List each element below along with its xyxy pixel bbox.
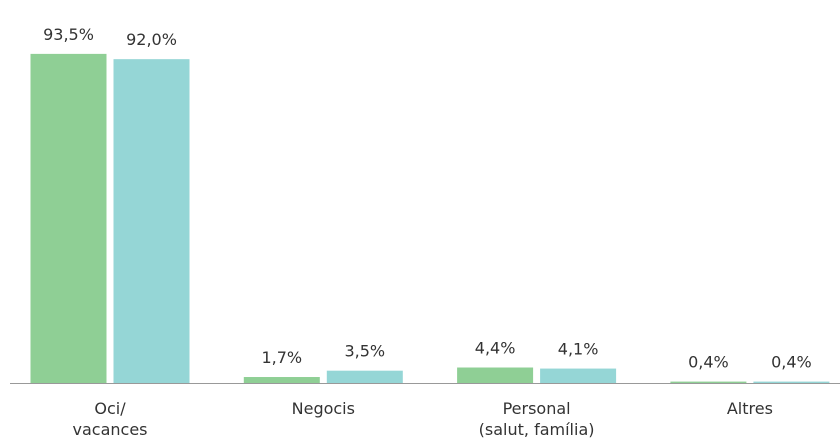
x-tick-label: Oci/vacances bbox=[73, 399, 148, 439]
x-tick-label: Negocis bbox=[292, 399, 355, 418]
bar bbox=[540, 368, 617, 383]
bar bbox=[243, 377, 320, 383]
x-tick-line: vacances bbox=[73, 420, 148, 439]
value-label: 0,4% bbox=[771, 353, 812, 372]
bar bbox=[753, 381, 830, 383]
bar bbox=[113, 59, 190, 383]
value-label: 4,1% bbox=[558, 340, 599, 359]
bar bbox=[670, 381, 747, 383]
value-label: 3,5% bbox=[344, 342, 385, 361]
bar bbox=[326, 370, 403, 383]
value-label: 0,4% bbox=[688, 353, 729, 372]
bar bbox=[457, 367, 534, 383]
x-tick-line: Oci/ bbox=[94, 399, 126, 418]
x-tick-label: Personal (salut, família) bbox=[479, 399, 595, 439]
x-tick-line: Personal bbox=[503, 399, 571, 418]
x-tick-line: Altres bbox=[727, 399, 773, 418]
bar bbox=[30, 53, 107, 383]
x-tick-line: (salut, família) bbox=[479, 420, 595, 439]
value-label: 4,4% bbox=[475, 339, 516, 358]
value-label: 1,7% bbox=[261, 348, 302, 367]
value-label: 92,0% bbox=[126, 30, 177, 49]
x-tick-line: Negocis bbox=[292, 399, 355, 418]
value-label: 93,5% bbox=[43, 25, 94, 44]
x-tick-label: Altres bbox=[727, 399, 773, 418]
